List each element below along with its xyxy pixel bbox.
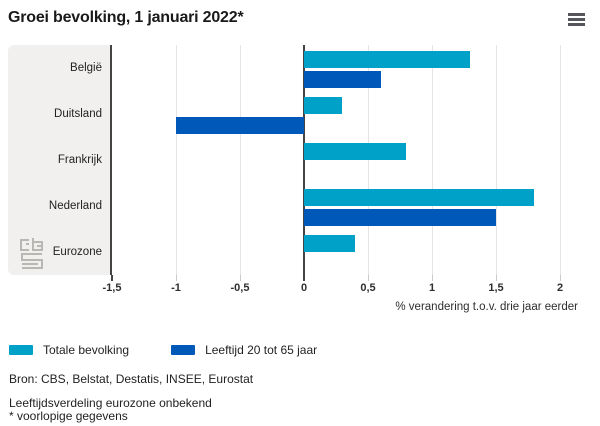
x-axis-tick — [239, 275, 241, 281]
legend-item-leeftijd-20-65: Leeftijd 20 tot 65 jaar — [171, 343, 317, 357]
x-axis-tick-label: 0 — [300, 282, 308, 294]
legend-label: Leeftijd 20 tot 65 jaar — [205, 343, 318, 357]
x-axis-tick-label: -0,5 — [230, 282, 250, 294]
category-label: België — [70, 62, 102, 74]
legend-swatch — [171, 345, 196, 355]
bar — [304, 143, 407, 160]
bar — [304, 51, 471, 68]
gridline — [239, 45, 241, 275]
cbs-logo-icon — [20, 238, 43, 269]
bar — [304, 235, 356, 252]
gridline — [495, 45, 497, 275]
bar — [304, 189, 535, 206]
x-axis-tick-label: 2 — [556, 282, 564, 294]
x-axis-label: % verandering t.o.v. drie jaar eerder — [395, 301, 578, 313]
x-axis-tick-label: -1,5 — [102, 282, 122, 294]
x-axis-tick-label: 1,5 — [488, 282, 504, 294]
gridline — [431, 45, 433, 275]
gridline — [559, 45, 561, 275]
x-axis-tick-label: 1 — [428, 282, 436, 294]
source-text: Bron: CBS, Belstat, Destatis, INSEE, Eur… — [9, 372, 254, 386]
legend-swatch — [9, 345, 33, 355]
chart-menu-button[interactable] — [568, 13, 585, 26]
category-label: Duitsland — [54, 108, 102, 120]
bar-chart: België Duitsland Frankrijk Nederland Eurozon… — [0, 45, 600, 294]
bar — [304, 209, 496, 226]
legend-item-totale-bevolking: Totale bevolking — [9, 343, 129, 357]
bar — [304, 71, 381, 88]
category-panel: België Duitsland Frankrijk Nederland Eurozon… — [8, 45, 112, 275]
bar — [176, 117, 304, 134]
x-axis-tick-label: -1 — [171, 282, 181, 294]
legend: Totale bevolking Leeftijd 20 tot 65 jaar — [9, 343, 359, 357]
bar — [304, 97, 343, 114]
x-axis-tick — [367, 275, 369, 281]
gridline — [175, 45, 177, 275]
category-label: Nederland — [48, 200, 102, 212]
hamburger-icon — [568, 13, 585, 16]
footnote-voorlopig: * voorlopige gegevens — [9, 409, 128, 423]
plot-area: -1,5 -1 -0,5 0 0,5 1 1,5 2 — [103, 45, 592, 294]
gridline — [367, 45, 369, 275]
x-axis-tick — [111, 275, 113, 281]
x-axis-tick — [495, 275, 497, 281]
x-axis-tick — [431, 275, 433, 281]
category-label: Eurozone — [52, 246, 102, 258]
x-axis-tick — [175, 275, 177, 281]
x-axis-tick — [303, 275, 305, 281]
page-title: Groei bevolking, 1 januari 2022* — [8, 9, 244, 26]
footnote-eurozone: Leeftijdsverdeling eurozone onbekend — [9, 396, 212, 410]
x-axis-tick — [559, 275, 561, 281]
x-axis-tick-label: 0,5 — [360, 282, 376, 294]
zero-axis-line — [303, 45, 305, 281]
legend-label: Totale bevolking — [43, 343, 130, 357]
category-label: Frankrijk — [57, 154, 102, 166]
